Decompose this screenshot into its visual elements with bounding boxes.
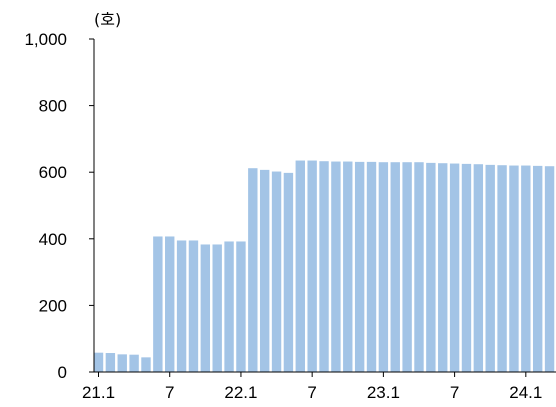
bar — [438, 163, 448, 372]
bars-group — [93, 160, 555, 373]
bar — [259, 169, 270, 372]
y-tick-label: 600 — [39, 163, 67, 182]
bar — [165, 236, 175, 372]
bar — [93, 352, 104, 372]
y-tick-label: 400 — [39, 230, 67, 249]
bar — [366, 161, 377, 372]
y-axis-unit-label: (호) — [94, 10, 121, 29]
x-tick-label: 7 — [450, 383, 459, 402]
bar — [426, 162, 436, 372]
y-tick-label: 800 — [39, 97, 67, 116]
bar — [485, 164, 495, 372]
bar — [319, 161, 329, 372]
bar — [176, 240, 187, 372]
bar — [390, 162, 400, 372]
bar — [212, 244, 222, 372]
bar — [117, 354, 127, 372]
bar — [129, 354, 139, 372]
bar — [343, 161, 353, 372]
x-tick-label: 7 — [165, 383, 174, 402]
bar — [378, 162, 389, 372]
bar — [449, 163, 460, 372]
bar — [153, 236, 163, 372]
x-tick-label: 22.1 — [224, 383, 257, 402]
x-tick-label: 24.1 — [509, 383, 542, 402]
bar — [402, 162, 412, 372]
bar — [532, 165, 543, 372]
y-tick-label: 1,000 — [24, 30, 67, 49]
bar — [509, 165, 519, 372]
bar — [283, 172, 294, 372]
y-axis-ticks: 0 200 400 600 800 1,000 — [24, 30, 94, 382]
bar — [105, 353, 116, 372]
bar — [224, 241, 234, 372]
y-tick-label: 200 — [39, 296, 67, 315]
bar — [497, 165, 507, 372]
bar — [521, 165, 531, 372]
bar — [248, 168, 258, 372]
bar — [461, 163, 472, 373]
bar — [295, 160, 305, 372]
bar — [236, 241, 246, 372]
x-tick-label: 21.1 — [82, 383, 115, 402]
bar — [141, 357, 151, 372]
bar — [354, 161, 365, 372]
bar — [473, 164, 484, 372]
bar — [307, 160, 317, 372]
bar — [331, 161, 341, 372]
x-tick-label: 7 — [307, 383, 316, 402]
bar — [200, 244, 211, 372]
y-tick-label: 0 — [58, 363, 67, 382]
bar — [414, 162, 424, 372]
bar — [188, 240, 199, 372]
bar — [271, 171, 282, 372]
bar — [544, 166, 555, 372]
x-tick-label: 23.1 — [367, 383, 400, 402]
x-axis-ticks: 21.1 7 22.1 7 23.1 7 24.1 — [82, 372, 542, 402]
